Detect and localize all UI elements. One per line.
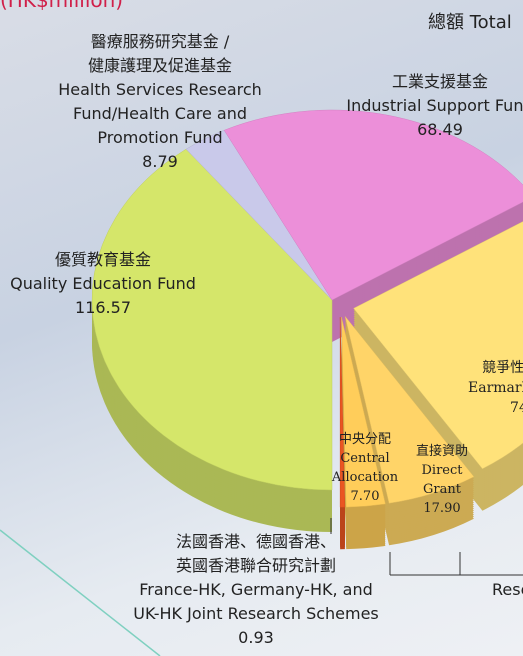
value-label: 74. bbox=[510, 400, 523, 416]
value-label: 116.57 bbox=[75, 298, 131, 317]
label-en: France-HK, Germany-HK, and UK-HK Joint R… bbox=[133, 580, 379, 623]
slice bbox=[353, 221, 523, 470]
label-en: Central Allocation bbox=[331, 451, 399, 485]
label-zh: 工業支援基金 bbox=[391, 72, 489, 91]
label-zh: 中央分配 bbox=[338, 432, 391, 447]
label-zh: 優質教育基金 bbox=[54, 250, 152, 269]
label: 醫療服務研究基金 / 健康護理及促進基金 Health Services Rese… bbox=[58, 30, 262, 174]
label: 法國香港、德國香港、 英國香港聯合研究計劃 France-HK, Germany-… bbox=[133, 530, 379, 650]
slice bbox=[344, 316, 475, 504]
label-en: Health Services Research Fund/Health Car… bbox=[58, 80, 262, 147]
label: 中央分配 Central Allocation 7.70 bbox=[332, 430, 398, 506]
value-label: 68.49 bbox=[417, 120, 463, 139]
slice bbox=[341, 317, 386, 508]
label-zh: 醫療服務研究基金 / 健康護理及促進基金 bbox=[87, 32, 233, 75]
title: 總額 Total bbox=[428, 12, 512, 33]
label: 直接資助 Direct Grant 17.90 bbox=[402, 442, 483, 518]
label-en: Direct Grant bbox=[421, 463, 463, 497]
label-en: Industrial Support Fund bbox=[346, 96, 523, 115]
label: 優質教育基金 Quality Education Fund 116.57 bbox=[10, 248, 196, 320]
subtitle: (HK$million) bbox=[0, 0, 124, 12]
value-label: 7.70 bbox=[350, 489, 380, 504]
value-label: 8.79 bbox=[142, 152, 178, 171]
decor-line bbox=[0, 529, 161, 656]
label-zh: 直接資助 bbox=[415, 444, 468, 459]
slice bbox=[339, 317, 346, 508]
value-label: 17.90 bbox=[423, 501, 461, 516]
label-en: Earmarke bbox=[468, 380, 523, 396]
value-label: 0.93 bbox=[238, 628, 274, 647]
label: 競爭性 Earmarke 74. bbox=[468, 358, 523, 418]
label-zh: 法國香港、德國香港、 英國香港聯合研究計劃 bbox=[175, 532, 337, 575]
label-zh: 競爭性 bbox=[482, 360, 523, 376]
group-label: Rese bbox=[492, 580, 523, 599]
label: 工業支援基金 Industrial Support Fund 68.49 bbox=[346, 70, 523, 142]
slice bbox=[91, 148, 333, 491]
label-en: Quality Education Fund bbox=[10, 274, 196, 293]
slice bbox=[223, 109, 523, 301]
